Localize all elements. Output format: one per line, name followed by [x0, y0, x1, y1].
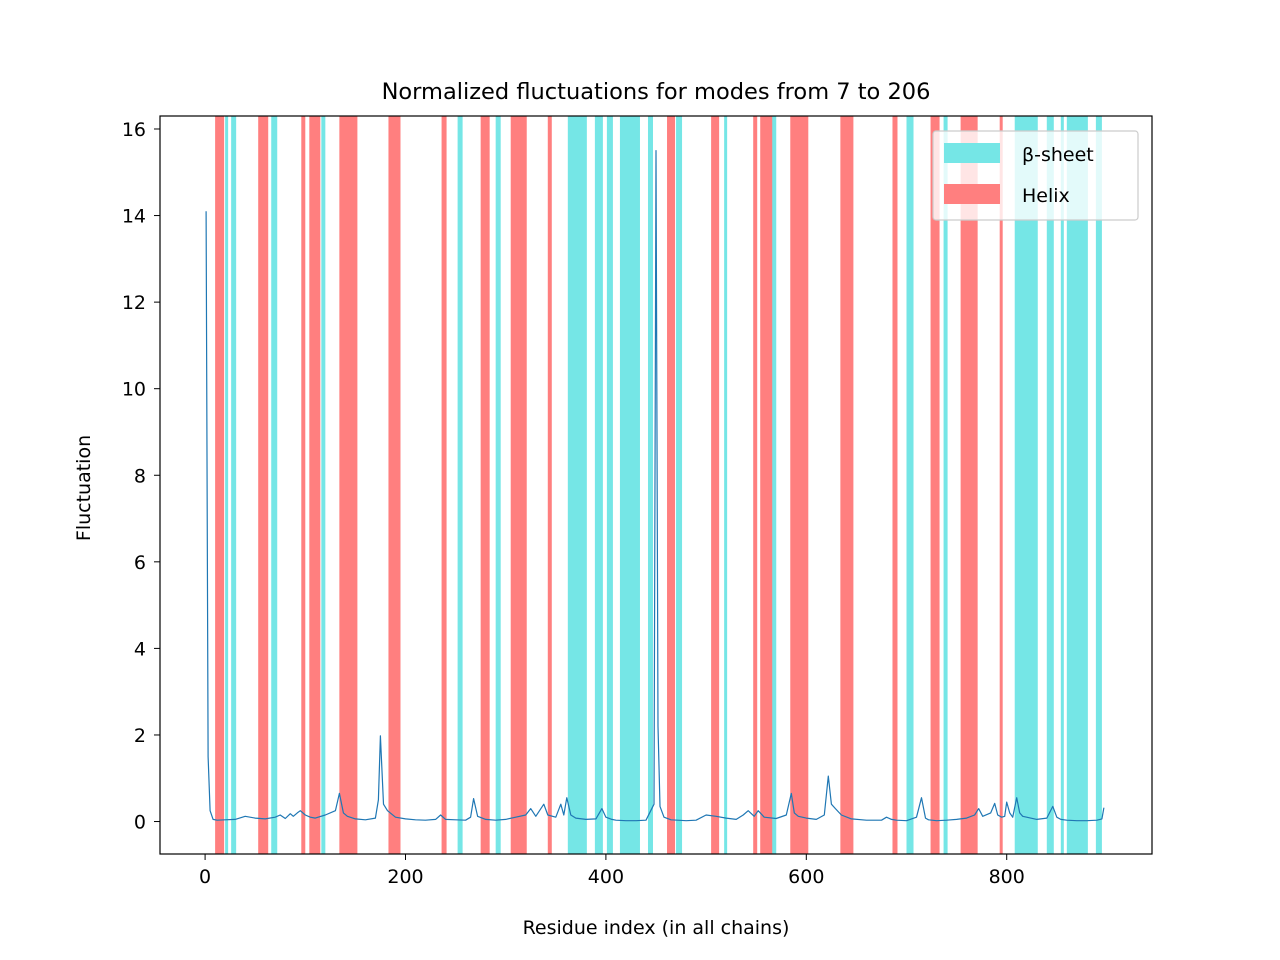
legend-label-helix: Helix: [1022, 185, 1070, 207]
y-tick-label-4: 4: [134, 638, 146, 660]
sheet-band-15: [943, 116, 948, 854]
x-tick-label-200: 200: [387, 866, 423, 888]
y-tick-label-12: 12: [122, 292, 146, 314]
helix-band-4: [339, 116, 358, 854]
chart-title: Normalized fluctuations for modes from 7…: [382, 79, 931, 105]
y-tick-label-2: 2: [134, 725, 146, 747]
helix-band-14: [790, 116, 809, 854]
helix-band-1: [258, 116, 269, 854]
y-axis-label: Fluctuation: [73, 435, 95, 541]
helix-band-9: [547, 116, 552, 854]
helix-band-3: [309, 116, 321, 854]
sheet-band-11: [676, 116, 683, 854]
x-tick-label-600: 600: [788, 866, 824, 888]
helix-band-2: [301, 116, 306, 854]
legend-swatch-helix: [944, 184, 1000, 204]
axes-frame: [159, 115, 1153, 855]
helix-band-15: [840, 116, 854, 854]
sheet-band-13: [771, 116, 777, 854]
sheet-band-14: [906, 116, 914, 854]
y-tick-label-10: 10: [122, 379, 146, 401]
plot-area: 0 200 400 600 800 0 2 4 6 8 10 12 14 16: [122, 115, 1153, 888]
helix-band-11: [711, 116, 720, 854]
sheet-band-20: [1095, 116, 1102, 854]
sheet-band-5: [495, 116, 501, 854]
helix-band-16: [892, 116, 898, 854]
helix-band-8: [510, 116, 527, 854]
sheet-band-3: [321, 116, 326, 854]
y-tick-label-8: 8: [134, 465, 146, 487]
x-axis-label: Residue index (in all chains): [523, 917, 790, 939]
y-tick-label-14: 14: [122, 206, 146, 228]
helix-band-13: [760, 116, 773, 854]
fluctuation-line: [205, 150, 1105, 822]
x-tick-label-800: 800: [989, 866, 1025, 888]
sheet-band-6: [567, 116, 587, 854]
x-tick-label-400: 400: [588, 866, 624, 888]
sheet-band-0: [225, 116, 229, 854]
sheet-band-9: [619, 116, 640, 854]
helix-band-6: [441, 116, 447, 854]
helix-band-10: [667, 116, 676, 854]
legend-label-beta-sheet: β-sheet: [1022, 144, 1094, 166]
legend-swatch-beta-sheet: [944, 143, 1000, 163]
sheet-band-2: [271, 116, 278, 854]
helix-band-0: [215, 116, 225, 854]
helix-band-19: [999, 116, 1003, 854]
helix-band-17: [930, 116, 940, 854]
sheet-band-17: [1046, 116, 1054, 854]
legend: β-sheet Helix: [932, 130, 1139, 221]
sheet-band-7: [594, 116, 603, 854]
sheet-band-8: [606, 116, 613, 854]
sheet-band-19: [1066, 116, 1088, 854]
sheet-band-1: [231, 116, 237, 854]
y-tick-label-0: 0: [134, 812, 146, 834]
sheet-band-16: [1014, 116, 1038, 854]
x-tick-label-0: 0: [199, 866, 211, 888]
helix-band-12: [753, 116, 758, 854]
helix-band-18: [960, 116, 978, 854]
sheet-band-4: [457, 116, 463, 854]
y-tick-label-6: 6: [134, 552, 146, 574]
helix-band-5: [388, 116, 401, 854]
sheet-band-12: [724, 116, 728, 854]
y-tick-label-16: 16: [122, 119, 146, 141]
helix-band-7: [480, 116, 490, 854]
sheet-band-18: [1060, 116, 1064, 854]
sheet-band-10: [647, 116, 653, 854]
